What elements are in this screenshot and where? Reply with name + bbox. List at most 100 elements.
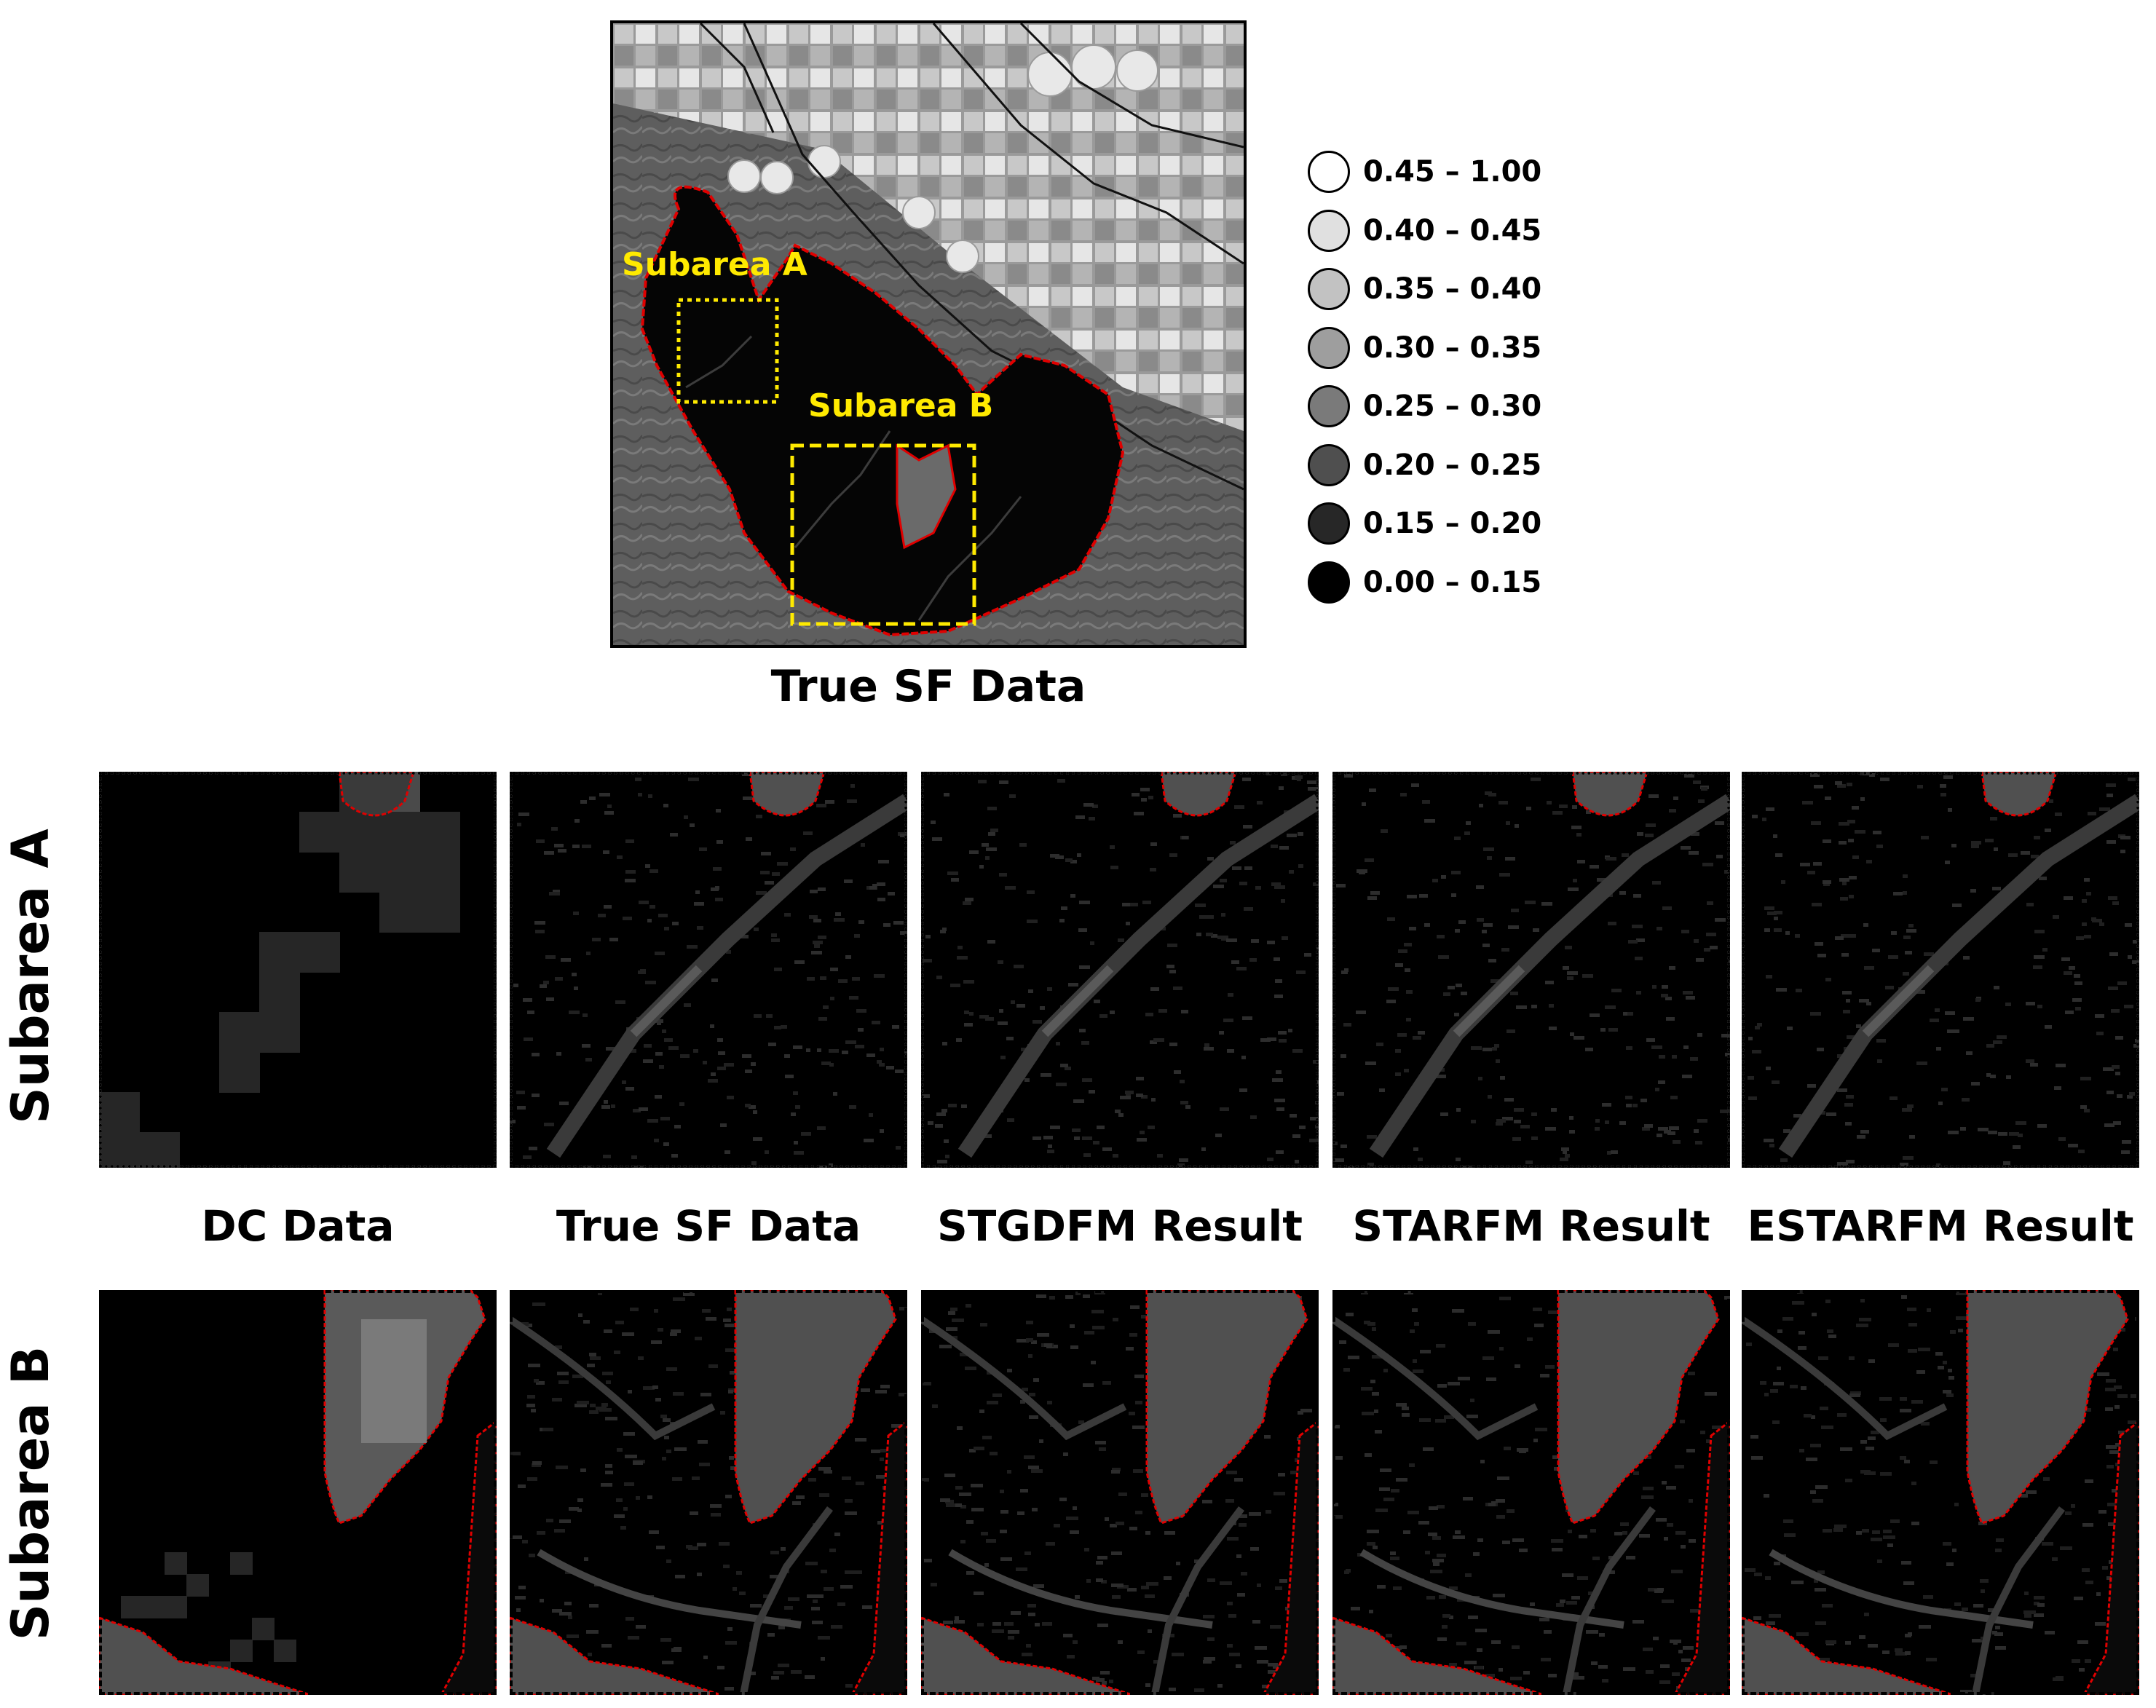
texture-speck — [588, 1653, 592, 1656]
texture-speck — [1398, 949, 1407, 953]
texture-speck — [1798, 1331, 1805, 1335]
texture-speck — [1801, 1386, 1806, 1390]
texture-speck — [1432, 1559, 1444, 1562]
texture-speck — [725, 1641, 737, 1645]
texture-speck — [1671, 1570, 1683, 1573]
texture-speck — [896, 1146, 901, 1150]
texture-speck — [524, 1037, 533, 1041]
texture-speck — [2009, 1132, 2019, 1136]
texture-speck — [1203, 1615, 1215, 1618]
texture-speck — [852, 977, 860, 981]
texture-speck — [1669, 1126, 1679, 1130]
texture-speck — [2037, 1603, 2045, 1607]
texture-speck — [1173, 987, 1182, 990]
texture-speck — [2074, 1597, 2083, 1600]
texture-speck — [1079, 1029, 1086, 1032]
texture-speck — [605, 1464, 612, 1468]
texture-speck — [2034, 955, 2045, 959]
texture-speck — [1657, 1588, 1664, 1592]
texture-speck — [818, 1017, 827, 1021]
texture-speck — [1670, 1096, 1678, 1099]
texture-speck — [1566, 1601, 1577, 1605]
texture-speck — [1295, 775, 1303, 779]
texture-speck — [1145, 1531, 1150, 1535]
texture-speck — [601, 1105, 610, 1109]
unburned-island — [734, 1290, 897, 1525]
drainage-streak — [1742, 1316, 1948, 1441]
burn-boundary-edge — [440, 1420, 497, 1695]
texture-speck — [992, 1622, 1001, 1626]
texture-speck — [829, 1063, 834, 1067]
texture-speck — [1007, 1369, 1012, 1372]
texture-speck — [900, 834, 907, 837]
texture-speck — [1082, 1136, 1092, 1140]
texture-speck — [1028, 989, 1033, 993]
texture-speck — [555, 1345, 562, 1349]
texture-speck — [1150, 842, 1157, 846]
texture-speck — [1442, 1614, 1450, 1618]
texture-speck — [1298, 864, 1303, 868]
texture-speck — [1026, 1644, 1031, 1648]
texture-speck — [982, 1134, 992, 1138]
texture-speck — [1132, 1426, 1145, 1429]
texture-speck — [605, 1471, 613, 1474]
texture-speck — [1845, 1641, 1851, 1645]
texture-speck — [1491, 1640, 1501, 1644]
texture-speck — [1962, 1098, 1970, 1102]
texture-speck — [1907, 1104, 1914, 1108]
texture-speck — [1971, 841, 1981, 845]
texture-speck — [1995, 1626, 2000, 1629]
texture-speck — [729, 1456, 734, 1460]
texture-speck — [2064, 896, 2073, 900]
texture-speck — [1292, 1049, 1303, 1053]
texture-speck — [980, 1323, 987, 1327]
texture-speck — [1285, 1607, 1290, 1610]
texture-speck — [1541, 902, 1552, 906]
texture-speck — [516, 1091, 525, 1094]
texture-speck — [794, 1141, 798, 1144]
texture-speck — [1244, 866, 1252, 870]
texture-speck — [1691, 832, 1699, 836]
texture-speck — [1471, 1046, 1482, 1050]
texture-speck — [1825, 1640, 1836, 1644]
texture-speck — [1533, 1308, 1542, 1311]
texture-speck — [1660, 1664, 1670, 1668]
texture-speck — [1452, 1309, 1464, 1313]
texture-speck — [1837, 1088, 1847, 1092]
texture-speck — [1590, 865, 1599, 869]
texture-speck — [1065, 1067, 1071, 1070]
texture-speck — [2118, 1431, 2125, 1434]
texture-speck — [880, 1385, 890, 1388]
texture-speck — [830, 968, 838, 971]
texture-speck — [1148, 1126, 1155, 1129]
texture-speck — [1118, 1492, 1127, 1496]
texture-speck — [1565, 1154, 1570, 1158]
texture-speck — [601, 1644, 612, 1648]
texture-speck — [1048, 1144, 1052, 1148]
texture-speck — [1852, 855, 1859, 859]
row-label-subarea-a: Subarea A — [1, 829, 60, 1124]
texture-speck — [1270, 1625, 1281, 1629]
texture-speck — [2115, 1036, 2123, 1040]
texture-speck — [743, 796, 754, 800]
legend-swatch — [1308, 326, 1350, 369]
texture-speck — [1386, 1634, 1392, 1637]
texture-speck — [1436, 1075, 1446, 1078]
texture-speck — [1239, 1523, 1247, 1527]
texture-speck — [1956, 1316, 1967, 1320]
texture-speck — [662, 1661, 674, 1664]
texture-speck — [1375, 1509, 1388, 1512]
texture-speck — [2121, 1150, 2130, 1154]
texture-speck — [1022, 1653, 1032, 1656]
texture-speck — [605, 1417, 617, 1420]
texture-speck — [1134, 812, 1144, 815]
main-map-image: Subarea A Subarea B — [610, 20, 1247, 648]
texture-speck — [1696, 958, 1704, 962]
legend-item: 0.15 – 0.20 — [1308, 494, 1584, 553]
texture-speck — [1710, 946, 1718, 949]
texture-speck — [1485, 791, 1492, 795]
texture-speck — [966, 1304, 971, 1308]
legend-swatch — [1308, 502, 1350, 545]
texture-speck — [837, 1602, 845, 1606]
texture-speck — [2065, 1511, 2072, 1515]
